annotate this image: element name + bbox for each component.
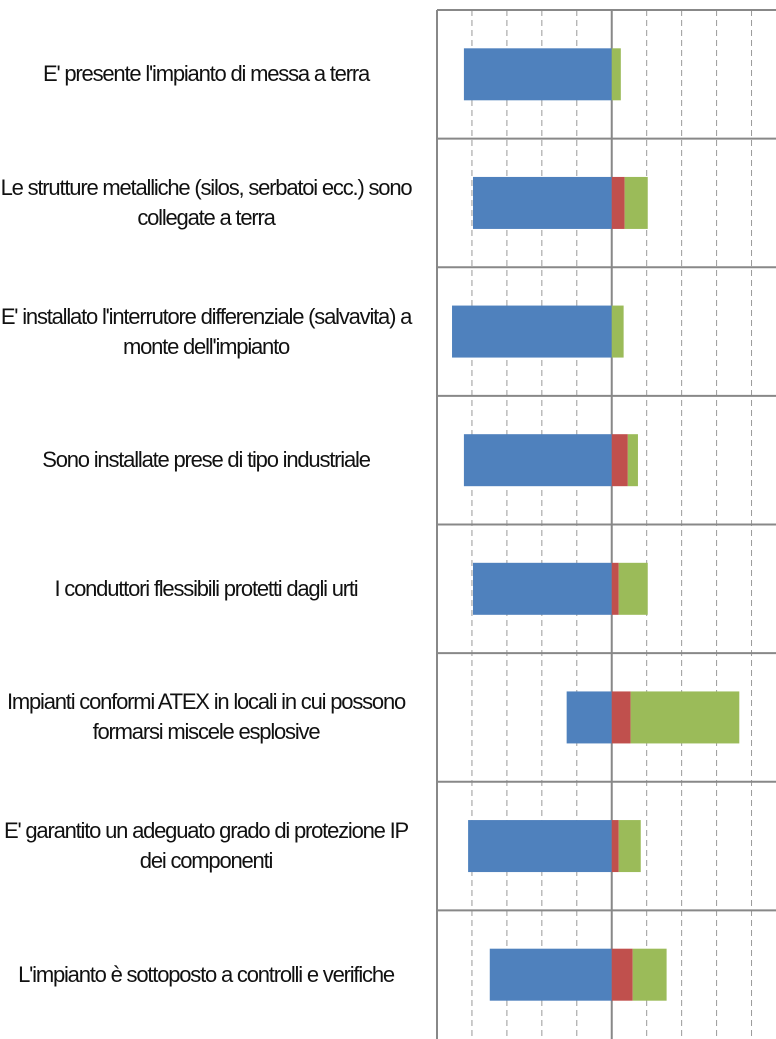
bar-segment — [489, 948, 612, 1001]
bar-segment — [468, 820, 612, 873]
bar-segment — [452, 305, 612, 358]
category-label: E' presente l'impianto di messa a terra — [43, 61, 370, 87]
bar-segment — [611, 48, 621, 101]
bar-segment — [472, 176, 612, 229]
bar-segment — [611, 176, 625, 229]
bar-segment — [618, 820, 641, 873]
category-label: Sono installate prese di tipo industrial… — [42, 447, 371, 473]
category-label: E' garantito un adeguato grado di protez… — [3, 818, 409, 874]
bar-segment — [611, 305, 624, 358]
bar-segment — [627, 434, 638, 487]
bar-segment — [611, 562, 619, 615]
bar-segment — [472, 562, 612, 615]
bar-segment — [630, 691, 740, 744]
category-label: I conduttori flessibili protetti dagli u… — [54, 575, 358, 601]
bar-segment — [611, 691, 631, 744]
bar-segment — [624, 176, 648, 229]
bar-segment — [566, 691, 612, 744]
category-label: Le strutture metalliche (silos, serbatoi… — [0, 174, 413, 230]
bar-segment — [463, 48, 612, 101]
bar-segment — [463, 434, 612, 487]
category-label: L'impianto è sottoposto a controlli e ve… — [18, 961, 395, 987]
bar-segment — [632, 948, 667, 1001]
category-label: Impianti conformi ATEX in locali in cui … — [6, 689, 406, 745]
bar-segment — [611, 820, 619, 873]
bar-segment — [611, 434, 628, 487]
category-label: E' installato l'interrutore differenzial… — [0, 303, 413, 359]
bar-segment — [618, 562, 648, 615]
bar-segment — [611, 948, 633, 1001]
